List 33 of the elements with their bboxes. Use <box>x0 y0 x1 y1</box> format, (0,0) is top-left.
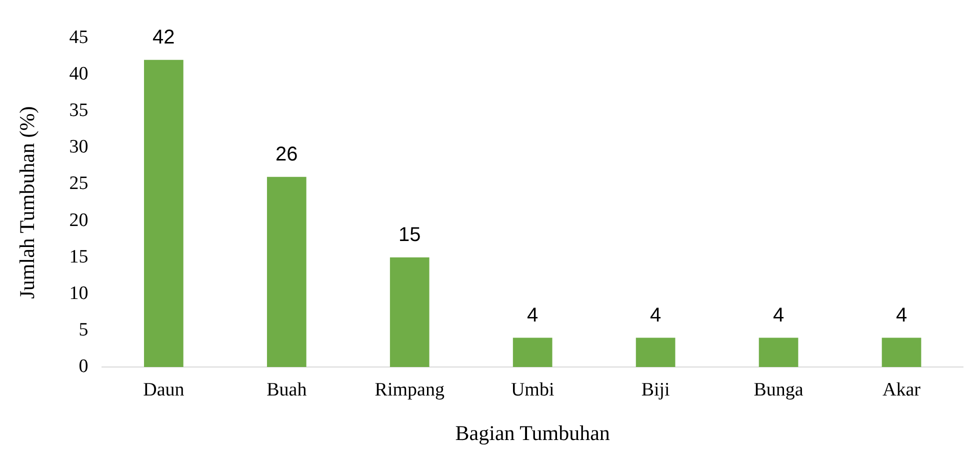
data-label: 4 <box>650 304 662 326</box>
x-tick-label: Daun <box>143 379 185 400</box>
y-axis-title: Jumlah Tumbuhan (%) <box>15 106 40 299</box>
x-tick-label: Buah <box>266 379 308 400</box>
x-tick-label: Akar <box>882 379 922 400</box>
y-tick-label: 30 <box>69 136 88 158</box>
bar <box>144 60 184 367</box>
data-label: 4 <box>527 304 538 326</box>
x-axis-title: Bagian Tumbuhan <box>455 420 610 445</box>
y-tick-label: 45 <box>69 26 88 48</box>
x-tick-label: Rimpang <box>374 379 445 400</box>
y-tick-label: 20 <box>69 210 88 231</box>
data-label: 42 <box>152 26 175 48</box>
bar <box>266 176 306 367</box>
x-tick-label: Bunga <box>754 379 804 400</box>
y-tick-label: 35 <box>69 100 88 122</box>
y-tick-label: 40 <box>69 64 88 85</box>
data-label: 4 <box>772 304 784 326</box>
data-label: 26 <box>276 143 298 166</box>
y-tick-label: 10 <box>69 282 88 304</box>
y-tick-label: 25 <box>69 173 88 194</box>
bar <box>636 338 676 367</box>
bar <box>882 338 922 367</box>
y-tick-label: 15 <box>69 246 88 268</box>
y-tick-label: 5 <box>78 319 88 340</box>
bar <box>512 338 552 367</box>
data-label: 4 <box>896 304 908 326</box>
data-label: 15 <box>398 224 421 246</box>
x-tick-label: Biji <box>641 379 670 400</box>
y-tick-label: 0 <box>78 356 88 377</box>
x-tick-label: Umbi <box>510 379 554 400</box>
bar <box>758 338 798 367</box>
bar <box>390 257 430 367</box>
